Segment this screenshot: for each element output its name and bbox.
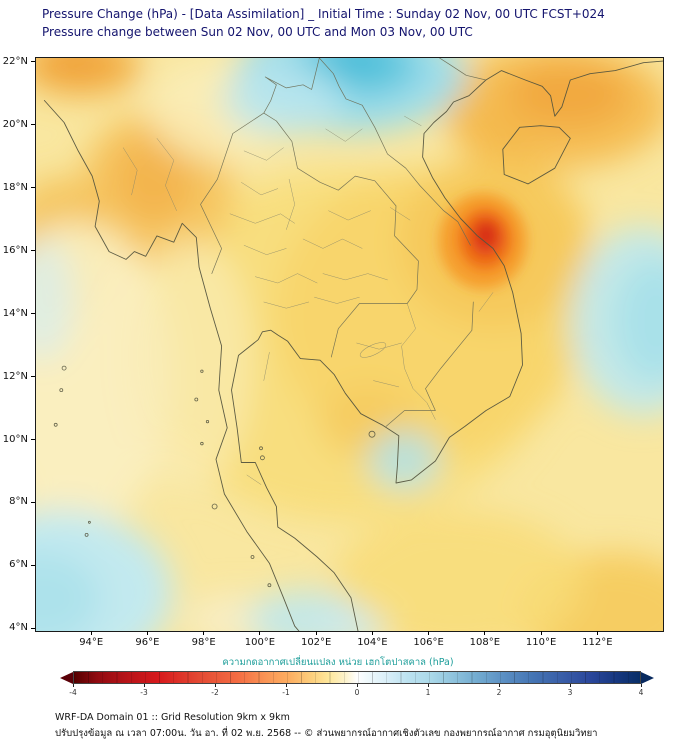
x-tick-mark xyxy=(259,631,261,635)
x-tick-mark xyxy=(428,631,430,635)
footer-credit: ปรับปรุงข้อมูล ณ เวลา 07:00น. วัน อา. ที… xyxy=(55,728,598,739)
colorbar-tick-label: -2 xyxy=(211,688,219,697)
y-tick-label: 20°N xyxy=(2,118,28,130)
y-tick-mark xyxy=(31,124,35,126)
colorbar xyxy=(60,671,654,684)
colorbar-tick-mark xyxy=(285,684,287,687)
y-tick-mark xyxy=(31,61,35,63)
x-tick-label: 102°E xyxy=(300,637,332,648)
colorbar-gradient xyxy=(73,671,641,684)
x-tick-mark xyxy=(90,631,92,635)
colorbar-tick-mark xyxy=(569,684,571,687)
colorbar-tick-mark xyxy=(72,684,74,687)
province-borders xyxy=(122,115,494,485)
colorbar-tick-label: 1 xyxy=(425,688,431,697)
country-borders xyxy=(200,58,487,427)
colorbar-tick-mark xyxy=(640,684,642,687)
x-tick-label: 112°E xyxy=(582,637,613,648)
coastlines xyxy=(43,60,663,631)
colorbar-tick-mark xyxy=(143,684,145,687)
colorbar-tick-label: 2 xyxy=(496,688,502,697)
x-tick-label: 100°E xyxy=(244,637,276,648)
colorbar-tick-label: 3 xyxy=(567,688,573,697)
colorbar-tick-mark xyxy=(427,684,429,687)
colorbar-tick-label: -1 xyxy=(282,688,290,697)
y-tick-mark xyxy=(31,501,35,503)
y-tick-mark xyxy=(31,439,35,441)
colorbar-tick-label: -3 xyxy=(140,688,148,697)
colorbar-tick-label: -4 xyxy=(69,688,77,697)
x-tick-mark xyxy=(315,631,317,635)
colorbar-tick-label: 0 xyxy=(354,688,360,697)
x-tick-label: 110°E xyxy=(525,637,557,648)
y-tick-mark xyxy=(31,376,35,378)
x-tick-label: 108°E xyxy=(469,637,501,648)
x-tick-mark xyxy=(203,631,205,635)
y-tick-label: 18°N xyxy=(2,181,28,193)
y-tick-label: 22°N xyxy=(2,55,28,67)
pressure-change-map xyxy=(36,58,663,631)
y-tick-label: 6°N xyxy=(9,559,28,571)
colorbar-right-arrow xyxy=(641,671,654,684)
x-tick-mark xyxy=(596,631,598,635)
islands xyxy=(53,365,376,588)
y-tick-mark xyxy=(31,564,35,566)
colorbar-label: ความกดอากาศเปลี่ยนแปลง หน่วย เฮกโตปาสคาล… xyxy=(222,657,454,668)
colorbar-tick-mark xyxy=(356,684,358,687)
colorbar-tick-mark xyxy=(214,684,216,687)
title-line2: Pressure change between Sun 02 Nov, 00 U… xyxy=(42,25,473,39)
y-tick-label: 14°N xyxy=(2,307,28,319)
y-tick-label: 8°N xyxy=(9,496,28,508)
x-tick-mark xyxy=(146,631,148,635)
x-tick-mark xyxy=(484,631,486,635)
y-tick-label: 16°N xyxy=(2,244,28,256)
title-line1: Pressure Change (hPa) - [Data Assimilati… xyxy=(42,7,605,21)
y-tick-label: 12°N xyxy=(2,370,28,382)
footer-resolution: WRF-DA Domain 01 :: Grid Resolution 9km … xyxy=(55,712,290,723)
y-tick-label: 10°N xyxy=(2,433,28,445)
y-tick-label: 4°N xyxy=(9,622,28,634)
y-tick-mark xyxy=(31,313,35,315)
x-tick-label: 96°E xyxy=(135,637,160,648)
x-tick-mark xyxy=(540,631,542,635)
x-tick-mark xyxy=(371,631,373,635)
y-tick-mark xyxy=(31,627,35,629)
pressure-hotspot xyxy=(439,193,527,289)
y-tick-mark xyxy=(31,250,35,252)
colorbar-left-arrow xyxy=(60,671,73,684)
colorbar-tick-mark xyxy=(498,684,500,687)
y-tick-mark xyxy=(31,187,35,189)
colorbar-tick-label: 4 xyxy=(638,688,644,697)
map-plot-area xyxy=(35,57,664,632)
x-tick-label: 94°E xyxy=(79,637,104,648)
x-tick-label: 104°E xyxy=(357,637,388,648)
x-tick-label: 106°E xyxy=(413,637,444,648)
x-tick-label: 98°E xyxy=(191,637,216,648)
